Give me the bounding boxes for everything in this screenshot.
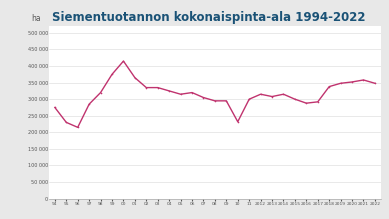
Y-axis label: ha: ha <box>31 14 41 23</box>
Text: Siementuotannon kokonaispinta-ala 1994-2022: Siementuotannon kokonaispinta-ala 1994-2… <box>53 11 366 24</box>
